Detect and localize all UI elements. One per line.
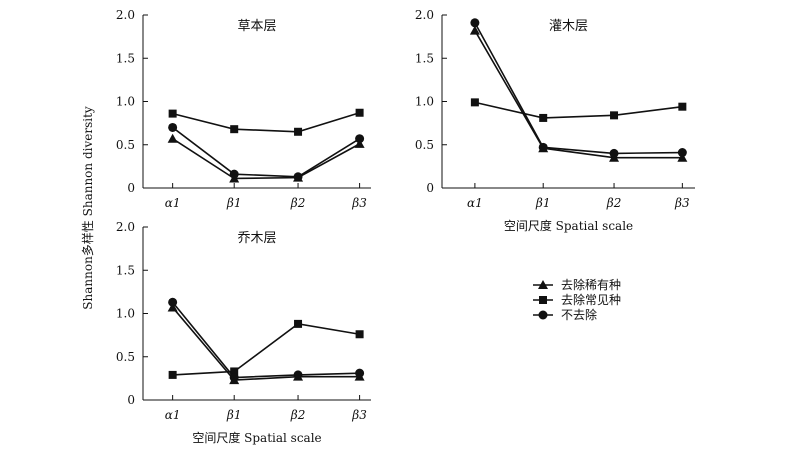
data-point-triangle — [469, 25, 480, 35]
data-point-square — [678, 102, 687, 111]
data-point-square — [168, 109, 177, 118]
series-triangle — [167, 302, 365, 385]
data-point-square — [230, 125, 239, 134]
data-point-circle — [677, 148, 687, 158]
y-tick-label: 1.0 — [116, 307, 135, 321]
data-point-circle — [538, 142, 548, 152]
panel-title: 草本层 — [237, 19, 276, 34]
series-circle — [168, 297, 365, 383]
legend-label: 不去除 — [561, 307, 597, 322]
series-line — [172, 126, 361, 178]
legend-marker-circle — [538, 310, 548, 320]
x-tick-label: α1 — [165, 196, 181, 210]
series-line — [172, 323, 360, 376]
series-line — [172, 301, 360, 379]
y-tick-label: 1.5 — [415, 51, 434, 65]
data-point-square — [294, 127, 303, 136]
data-point-square — [470, 98, 479, 107]
y-tick-label: 0.5 — [415, 138, 434, 152]
legend-marker-square — [539, 296, 547, 304]
x-axis-label: 空间尺度 Spatial scale — [192, 430, 321, 445]
x-tick-label: β3 — [351, 408, 367, 422]
series-line — [474, 30, 683, 159]
data-point-circle — [355, 134, 365, 144]
data-point-circle — [229, 169, 239, 179]
y-tick-label: 2.0 — [116, 220, 135, 234]
data-point-circle — [168, 122, 178, 132]
x-tick-label: β3 — [674, 196, 690, 210]
data-point-square — [610, 111, 619, 120]
x-tick-label: β1 — [226, 408, 242, 422]
x-tick-label: β2 — [290, 196, 306, 210]
series-line — [172, 306, 360, 381]
y-tick-label: 0 — [127, 393, 135, 407]
legend-label: 去除稀有种 — [561, 277, 621, 292]
data-point-circle — [470, 18, 480, 28]
x-axis-label: 空间尺度 Spatial scale — [504, 218, 633, 233]
data-point-circle — [293, 370, 303, 380]
data-point-triangle — [167, 302, 178, 312]
data-point-circle — [168, 297, 178, 307]
y-tick-label: 1.5 — [116, 263, 135, 277]
x-tick-label: β1 — [535, 196, 551, 210]
data-point-circle — [293, 172, 303, 182]
data-point-square — [294, 319, 303, 328]
data-point-square — [355, 108, 364, 117]
y-axis-label: Shannon多样性 Shannon diversity — [80, 106, 95, 310]
x-tick-label: α1 — [467, 196, 483, 210]
y-tick-label: 1.0 — [415, 95, 434, 109]
series-line — [474, 101, 683, 119]
series-square — [470, 98, 687, 122]
x-tick-label: β3 — [351, 196, 367, 210]
y-tick-label: 2.0 — [415, 8, 434, 22]
y-tick-label: 0.5 — [116, 138, 135, 152]
y-tick-label: 2.0 — [116, 8, 135, 22]
x-tick-label: β2 — [290, 408, 306, 422]
data-point-square — [355, 330, 364, 339]
series-line — [172, 138, 360, 180]
data-point-square — [539, 113, 548, 122]
series-line — [474, 22, 683, 155]
panel-title: 乔木层 — [237, 231, 276, 246]
series-line — [172, 111, 360, 133]
series-circle — [168, 122, 365, 182]
x-tick-label: β2 — [606, 196, 622, 210]
y-tick-label: 1.0 — [116, 95, 135, 109]
x-tick-label: β1 — [226, 196, 242, 210]
y-tick-label: 0.5 — [116, 350, 135, 364]
data-point-circle — [355, 368, 365, 378]
y-tick-label: 1.5 — [116, 51, 135, 65]
data-point-triangle — [677, 152, 688, 162]
data-point-circle — [609, 148, 619, 158]
data-point-triangle — [354, 138, 365, 148]
series-circle — [470, 18, 687, 158]
data-point-square — [230, 367, 239, 376]
series-triangle — [469, 25, 688, 162]
series-square — [168, 319, 364, 379]
legend-marker-triangle — [538, 280, 548, 289]
panel-herb-layer: 0 0.5 1.0 1.5 2.0 α1 β1 β2 β3 草本层 — [116, 8, 371, 210]
y-tick-label: 0 — [426, 181, 434, 195]
series-square — [168, 108, 364, 136]
y-tick-label: 0 — [127, 181, 135, 195]
x-tick-label: α1 — [165, 408, 181, 422]
legend-label: 去除常见种 — [561, 292, 621, 307]
data-point-triangle — [167, 133, 178, 143]
panel-title: 灌木层 — [549, 19, 588, 34]
data-point-circle — [229, 373, 239, 383]
data-point-square — [168, 370, 177, 379]
